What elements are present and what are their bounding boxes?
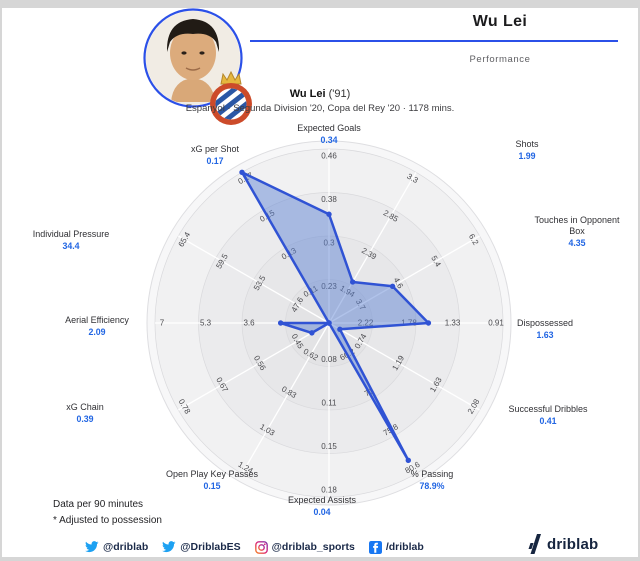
- page-title: Wu Lei: [472, 13, 528, 30]
- axis-value: 0.17: [206, 156, 223, 166]
- tick-label: 0.08: [321, 355, 337, 364]
- axis-value: 34.4: [62, 241, 79, 251]
- player-photo: [143, 6, 253, 125]
- axis-value: 1.99: [518, 151, 535, 161]
- axis-label: Shots: [515, 139, 539, 149]
- radar-spoke: [241, 322, 330, 475]
- axis-label: % Passing: [411, 469, 454, 479]
- tick-label: 0.18: [321, 486, 337, 495]
- tick-label: 0.15: [321, 442, 337, 451]
- axis-label: Open Play Key Passes: [166, 469, 259, 479]
- axis-value: 0.04: [313, 507, 330, 517]
- axis-label: Individual Pressure: [33, 229, 110, 239]
- social-link-driblab[interactable]: /driblab: [368, 540, 424, 554]
- social-link-driblabsports[interactable]: @driblab_sports: [254, 540, 355, 554]
- axis-label: Expected Goals: [297, 123, 361, 133]
- tick-label: 0.46: [321, 152, 337, 161]
- tick-label: 2.22: [358, 319, 374, 328]
- axis-value: 78.9%: [420, 481, 445, 491]
- axis-label: Aerial Efficiency: [65, 315, 129, 325]
- radar-vertex-dot: [389, 283, 396, 289]
- axis-value: 0.15: [203, 481, 220, 491]
- radar-spoke: [328, 322, 481, 411]
- chart-subtitle: Espanyol · Segunda Division '20, Copa de…: [185, 103, 455, 114]
- radar-spoke: [177, 322, 330, 411]
- note-adjusted: * Adjusted to possession: [53, 515, 162, 526]
- axis-label: xG Chain: [66, 402, 104, 412]
- tick-label: 7: [160, 319, 165, 328]
- twitter-icon: [85, 541, 99, 553]
- social-handle: @driblab_sports: [271, 541, 355, 553]
- social-links: @driblab @DriblabES @driblab_sports/dribla…: [85, 538, 424, 556]
- driblab-wordmark: driblab: [547, 535, 599, 553]
- chart-title: Wu Lei ('91): [0, 88, 640, 100]
- axis-value: 0.34: [320, 135, 337, 145]
- driblab-mark-icon: [528, 534, 541, 554]
- axis-value: 2.09: [88, 327, 105, 337]
- axis-label: Expected Assists: [288, 495, 357, 505]
- instagram-icon: [254, 540, 268, 554]
- tick-label: 0.91: [488, 319, 504, 328]
- radar-vertex-dot: [405, 457, 411, 464]
- chart-player-name: Wu Lei: [289, 88, 326, 100]
- radar-vertex-dot: [349, 279, 356, 285]
- radar-vertex-dot: [425, 320, 432, 326]
- axis-value: 1.63: [536, 330, 553, 340]
- radar-vertex-dot: [239, 169, 245, 176]
- radar-spoke: [177, 235, 330, 324]
- axis-value: 4.35: [568, 238, 585, 248]
- axis-label: Dispossessed: [517, 318, 573, 328]
- chart-player-birth: ('91): [328, 88, 351, 100]
- axis-label: Touches in Opponent: [534, 215, 620, 225]
- performance-label: Performance: [469, 54, 531, 65]
- axis-value: 0.39: [76, 414, 93, 424]
- radar-spoke: [328, 171, 417, 324]
- social-handle: @DriblabES: [180, 541, 241, 553]
- tick-label: 0.11: [322, 399, 338, 408]
- title-underline: [250, 40, 618, 42]
- twitter-icon: [162, 541, 176, 553]
- radar-chart: 0.230.30.380.461.942.392.853.33.74.65.46…: [33, 123, 620, 517]
- social-link-driblabes[interactable]: @DriblabES: [162, 541, 241, 553]
- axis-label: Successful Dribbles: [508, 404, 588, 414]
- facebook-icon: [368, 540, 382, 554]
- axis-label: Box: [569, 226, 585, 236]
- espanyol-badge-icon: [210, 70, 252, 125]
- tick-label: 1.33: [445, 319, 461, 328]
- radar-vertex-dot: [337, 326, 343, 332]
- driblab-logo: driblab: [528, 534, 598, 554]
- note-per-90: Data per 90 minutes: [53, 499, 144, 510]
- radar-vertex-dot: [326, 211, 332, 217]
- social-handle: /driblab: [385, 541, 424, 553]
- social-link-driblab[interactable]: @driblab: [85, 541, 148, 553]
- radar-vertex-dot: [326, 320, 332, 326]
- tick-label: 0.3: [323, 239, 335, 248]
- tick-label: 3.6: [243, 319, 255, 328]
- axis-label: xG per Shot: [191, 144, 240, 154]
- radar-polygon: [240, 171, 430, 462]
- tick-label: 0.38: [321, 195, 337, 204]
- radar-vertex-dot: [277, 320, 284, 326]
- tick-label: 0.23: [321, 282, 337, 291]
- social-handle: @driblab: [103, 541, 149, 553]
- tick-label: 5.3: [200, 319, 212, 328]
- radar-vertex-dot: [309, 330, 315, 336]
- tick-label: 1.78: [401, 319, 417, 328]
- axis-value: 0.41: [539, 416, 556, 426]
- radar-spoke: [328, 235, 481, 324]
